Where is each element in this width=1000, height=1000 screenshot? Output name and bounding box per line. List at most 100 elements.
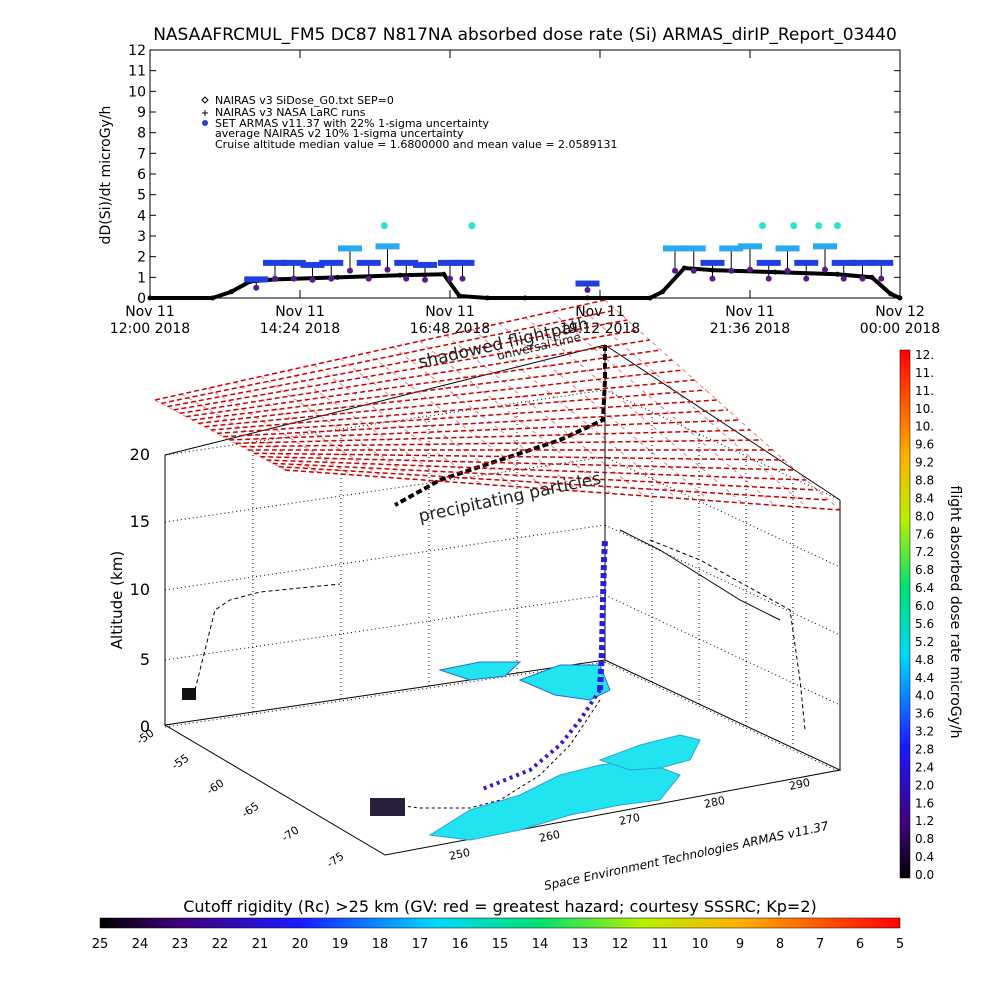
latitude-tick-label: -50 (134, 727, 156, 748)
armas-marker (850, 259, 875, 266)
rigidity-tick-label: 10 (692, 937, 709, 952)
precipitating-particles-mesh (154, 299, 841, 511)
armas-low-marker (253, 284, 260, 291)
mesh-line (498, 323, 710, 501)
latitude-axis-ticks: -50 -55 -60 -65 -70 -75 (134, 727, 346, 871)
rigidity-tick-label: 25 (92, 937, 109, 952)
altitude-3d-panel: shadowed flightpath universal time preci… (108, 299, 842, 893)
armas-low-marker (422, 276, 428, 283)
mesh-line (284, 469, 841, 511)
armas-low-marker (403, 275, 410, 282)
x-tick-day: Nov 12 (875, 304, 925, 320)
grid-line (164, 594, 606, 661)
rigidity-colorbar-label: Cutoff rigidity (Rc) >25 km (GV: red = g… (183, 897, 817, 916)
mesh-line (419, 340, 612, 494)
mesh-line (181, 393, 318, 473)
mesh-line (204, 379, 695, 428)
model-point (897, 295, 903, 301)
mesh-line (445, 334, 645, 497)
armas-low-marker (459, 275, 466, 282)
armas-low-marker (309, 276, 316, 283)
y-tick-label: 1 (137, 270, 146, 286)
track-cluster (182, 688, 196, 700)
dose-tick-label: 2.4 (915, 760, 934, 774)
rigidity-tick-label: 19 (332, 937, 349, 952)
dose-tick-label: 6.0 (915, 599, 934, 613)
dose-tick-label: 6.8 (915, 563, 934, 577)
mesh-line (366, 352, 547, 490)
armas-low-marker (784, 267, 791, 274)
dose-colorbar-label: flight absorbed dose rate microGy/h (947, 486, 963, 739)
mesh-line (578, 305, 808, 509)
armas-low-marker (765, 275, 772, 282)
x-tick-day: Nov 11 (275, 304, 325, 320)
highlight-marker (815, 222, 823, 230)
dose-tick-label: 2.0 (915, 778, 934, 792)
dose-tick-label: 2.8 (915, 742, 934, 756)
longitude-tick-label: 270 (618, 811, 641, 828)
mesh-line (198, 369, 684, 425)
x-tick-time: 19:12 2018 (560, 321, 640, 337)
y-tick-label: 11 (128, 64, 146, 80)
mesh-line (154, 299, 606, 401)
dose-tick-label: 4.8 (915, 653, 934, 667)
y-tick-label: 3 (137, 229, 146, 245)
rigidity-tick-label: 23 (172, 937, 189, 952)
rigidity-tick-label: 14 (532, 937, 549, 952)
model-point (522, 295, 528, 301)
armas-low-marker (878, 275, 885, 282)
armas-marker (738, 243, 762, 250)
armas-low-marker (859, 275, 866, 282)
model-point (647, 295, 653, 301)
figure-title: NASAAFRCMUL_FM5 DC87 N817NA absorbed dos… (153, 25, 897, 45)
highlight-marker (380, 222, 388, 230)
armas-marker (794, 259, 819, 266)
mesh-line (179, 339, 650, 415)
dose-tick-label: 10. (915, 402, 934, 416)
mesh-line (235, 429, 751, 445)
dose-colorbar-ticks: 12. 11. 11. 10. 10. 9.6 9.2 8.8 8.4 8.0 7.6 7.2 6.8 6… (915, 348, 934, 882)
model-point (772, 269, 778, 275)
dose-tick-label: 8.4 (915, 491, 934, 505)
x-tick-time: 21:36 2018 (710, 321, 790, 337)
rigidity-tick-label: 5 (896, 937, 904, 952)
highlight-marker (790, 222, 798, 230)
altitude-tick-label: 5 (140, 650, 150, 669)
latitude-tick-label: -75 (324, 850, 346, 871)
mesh-line (278, 465, 829, 501)
rigidity-tick-label: 22 (212, 937, 229, 952)
altitude-axis-ticks: 0 5 10 15 20 (130, 445, 150, 736)
longitude-tick-label: 260 (538, 828, 561, 845)
3d-box-edge (604, 344, 841, 501)
dose-rate-colorbar: 12. 11. 11. 10. 10. 9.6 9.2 8.8 8.4 8.0 7.6 7.2 6.8 6… (899, 348, 963, 882)
armas-marker (719, 245, 744, 252)
mesh-line (154, 399, 286, 471)
rigidity-colorbar-ticks: 25 24 23 22 21 20 19 18 17 16 15 14 13 12 11 10 9 8 7 6 5 (92, 937, 904, 952)
model-point (585, 295, 590, 301)
dose-tick-label: 0.0 (915, 868, 934, 882)
armas-marker (775, 245, 800, 252)
rigidity-tick-label: 24 (132, 937, 149, 952)
x-tick-time: 12:00 2018 (110, 321, 190, 337)
armas-marker (663, 245, 687, 252)
armas-marker (700, 259, 725, 266)
rigidity-tick-label: 16 (452, 937, 469, 952)
latitude-tick-label: -65 (239, 800, 261, 821)
altitude-tick-label: 0 (140, 717, 150, 736)
ground-map (182, 661, 701, 841)
dose-tick-label: 9.2 (915, 456, 934, 470)
y-tick-label: 12 (128, 43, 146, 59)
legend-entry: SET ARMAS v11.37 with 22% 1-sigma uncert… (202, 117, 489, 130)
mesh-line (272, 462, 818, 491)
y-tick-label: 6 (137, 167, 146, 183)
dose-tick-label: 7.6 (915, 527, 934, 541)
armas-marker (338, 245, 362, 252)
legend-label: NAIRAS v3 SiDose_G0.txt SEP=0 (215, 94, 394, 107)
3d-box-edge (164, 344, 606, 456)
armas-low-marker (672, 267, 678, 274)
mesh-line (287, 370, 449, 483)
y-tick-label: 0 (137, 291, 146, 307)
mesh-line (254, 452, 785, 461)
